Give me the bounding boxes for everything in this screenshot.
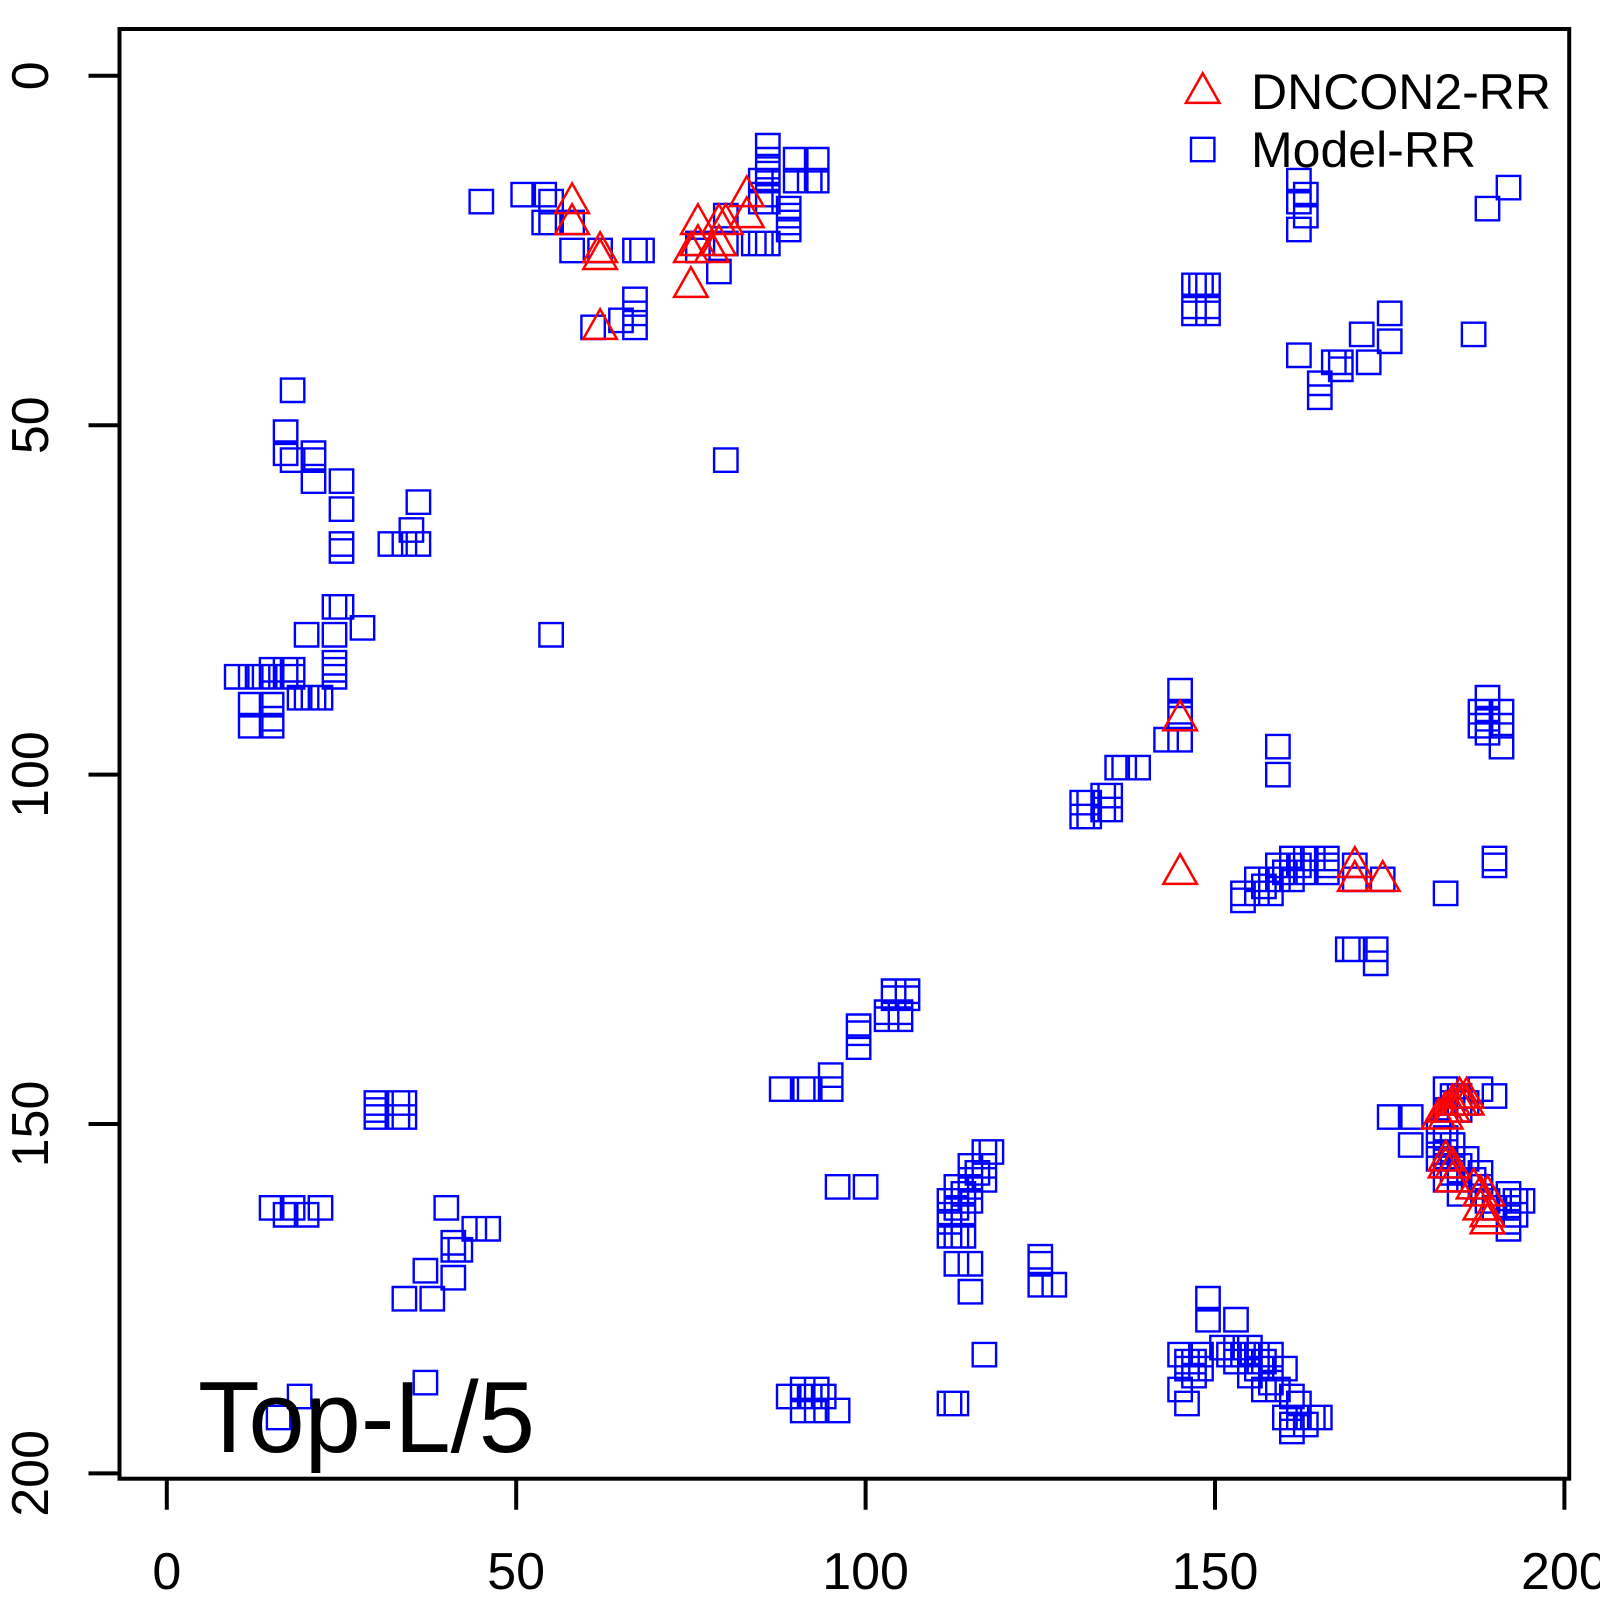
svg-text:0: 0 [2,61,60,90]
svg-text:Top-L/5: Top-L/5 [198,1362,535,1474]
svg-text:200: 200 [2,1430,60,1517]
svg-text:100: 100 [2,731,60,818]
svg-text:Model-RR: Model-RR [1251,122,1476,178]
svg-text:150: 150 [2,1081,60,1168]
svg-text:50: 50 [2,396,60,454]
svg-text:100: 100 [822,1543,909,1600]
svg-text:0: 0 [152,1543,181,1600]
svg-text:200: 200 [1521,1543,1600,1600]
svg-text:DNCON2-RR: DNCON2-RR [1251,64,1551,120]
svg-text:50: 50 [487,1543,545,1600]
svg-text:150: 150 [1172,1543,1259,1600]
